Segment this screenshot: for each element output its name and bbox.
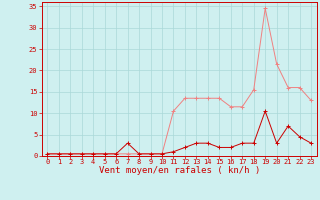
X-axis label: Vent moyen/en rafales ( kn/h ): Vent moyen/en rafales ( kn/h ): [99, 166, 260, 175]
